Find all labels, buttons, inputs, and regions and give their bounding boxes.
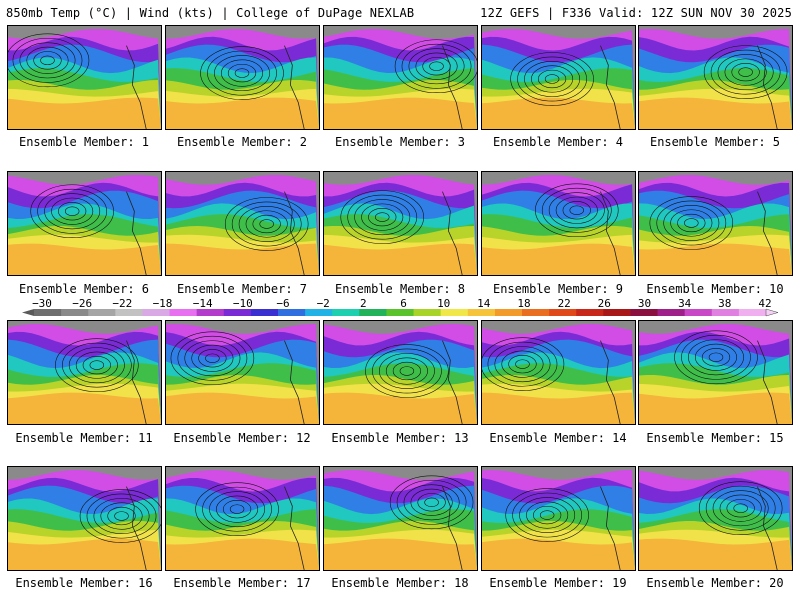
- member-label: Ensemble Member: 2: [176, 135, 308, 149]
- colorbar-tick-label: 26: [597, 297, 611, 310]
- colorbar-tick-label: 2: [359, 297, 367, 310]
- colorbar-swatch: [603, 309, 631, 316]
- colorbar-tick-label: −22: [112, 297, 133, 310]
- colorbar-swatch: [278, 309, 306, 316]
- colorbar-tick-label: 34: [678, 297, 692, 310]
- header-run-info: 12Z GEFS | F336 Valid: 12Z SUN NOV 30 20…: [480, 6, 792, 20]
- colorbar-swatch: [549, 309, 577, 316]
- member-label: Ensemble Member: 11: [15, 431, 153, 445]
- member-map-panel: [323, 25, 478, 130]
- colorbar-tick-label: 10: [437, 297, 451, 310]
- member-map-panel: [323, 320, 478, 425]
- member-map-panel: [165, 320, 320, 425]
- member-map-panel: [165, 171, 320, 276]
- colorbar-swatch: [359, 309, 387, 316]
- colorbar-tick-label: −10: [232, 297, 253, 310]
- member-label: Ensemble Member: 7: [176, 282, 308, 296]
- colorbar-swatch: [684, 309, 713, 316]
- member-label: Ensemble Member: 16: [15, 576, 153, 590]
- member-label: Ensemble Member: 10: [646, 282, 784, 296]
- colorbar-tick-label: 22: [557, 297, 571, 310]
- member-map-panel: [165, 466, 320, 571]
- colorbar-swatch: [738, 309, 767, 316]
- colorbar-swatch: [142, 309, 170, 316]
- colorbar-swatch: [522, 309, 550, 316]
- colorbar-tick-label: 6: [400, 297, 407, 310]
- colorbar-swatch: [61, 309, 89, 316]
- colorbar-swatch: [115, 309, 143, 316]
- member-label: Ensemble Member: 8: [334, 282, 466, 296]
- colorbar-swatch: [34, 309, 62, 316]
- header-title: 850mb Temp (°C) | Wind (kts) | College o…: [6, 6, 415, 20]
- member-map-panel: [481, 466, 636, 571]
- colorbar-tick-label: −26: [72, 297, 93, 310]
- member-map-panel: [481, 171, 636, 276]
- colorbar-swatch: [386, 309, 414, 316]
- colorbar-tick-label: −6: [276, 297, 290, 310]
- colorbar-swatch: [413, 309, 442, 316]
- member-label: Ensemble Member: 19: [489, 576, 627, 590]
- member-map-panel: [481, 320, 636, 425]
- colorbar-swatch: [576, 309, 604, 316]
- colorbar-swatch: [305, 309, 333, 316]
- member-map-panel: [638, 466, 793, 571]
- temperature-colorbar: [22, 308, 779, 317]
- member-map-panel: [638, 320, 793, 425]
- member-label: Ensemble Member: 3: [334, 135, 466, 149]
- member-map-panel: [638, 171, 793, 276]
- member-label: Ensemble Member: 18: [331, 576, 469, 590]
- colorbar-swatch: [711, 309, 740, 316]
- member-label: Ensemble Member: 17: [173, 576, 311, 590]
- member-map-panel: [7, 320, 162, 425]
- member-map-panel: [165, 25, 320, 130]
- colorbar-swatch: [657, 309, 686, 316]
- colorbar-left-arrow: [22, 309, 34, 316]
- member-label: Ensemble Member: 13: [331, 431, 469, 445]
- colorbar-swatch: [467, 309, 496, 316]
- colorbar-tick-label: 38: [718, 297, 732, 310]
- member-label: Ensemble Member: 4: [492, 135, 624, 149]
- member-map-panel: [7, 466, 162, 571]
- colorbar-tick-label: 14: [477, 297, 491, 310]
- member-label: Ensemble Member: 15: [646, 431, 784, 445]
- member-map-panel: [481, 25, 636, 130]
- member-map-panel: [7, 171, 162, 276]
- colorbar-tick-label: −30: [32, 297, 52, 310]
- colorbar-swatch: [494, 309, 523, 316]
- member-label: Ensemble Member: 1: [18, 135, 150, 149]
- colorbar-swatch: [88, 309, 116, 316]
- colorbar-swatch: [332, 309, 360, 316]
- colorbar-tick-label: 42: [758, 297, 772, 310]
- colorbar-swatch: [196, 309, 225, 316]
- member-label: Ensemble Member: 5: [649, 135, 781, 149]
- member-label: Ensemble Member: 12: [173, 431, 311, 445]
- member-map-panel: [638, 25, 793, 130]
- member-map-panel: [7, 25, 162, 130]
- colorbar-right-arrow: [765, 308, 779, 317]
- colorbar-swatch: [169, 309, 198, 316]
- member-map-panel: [323, 171, 478, 276]
- member-label: Ensemble Member: 9: [492, 282, 624, 296]
- member-label: Ensemble Member: 6: [18, 282, 150, 296]
- colorbar-tick-label: −2: [316, 297, 330, 310]
- colorbar-tick-label: 30: [637, 297, 652, 310]
- colorbar-swatch: [250, 309, 279, 316]
- colorbar-swatch: [630, 309, 658, 316]
- colorbar-tick-label: 18: [517, 297, 531, 310]
- colorbar-tick-label: −18: [152, 297, 173, 310]
- member-label: Ensemble Member: 14: [489, 431, 627, 445]
- member-map-panel: [323, 466, 478, 571]
- colorbar-tick-label: −14: [192, 297, 213, 310]
- colorbar-swatch: [223, 309, 252, 316]
- member-label: Ensemble Member: 20: [646, 576, 784, 590]
- colorbar-swatch: [440, 309, 469, 316]
